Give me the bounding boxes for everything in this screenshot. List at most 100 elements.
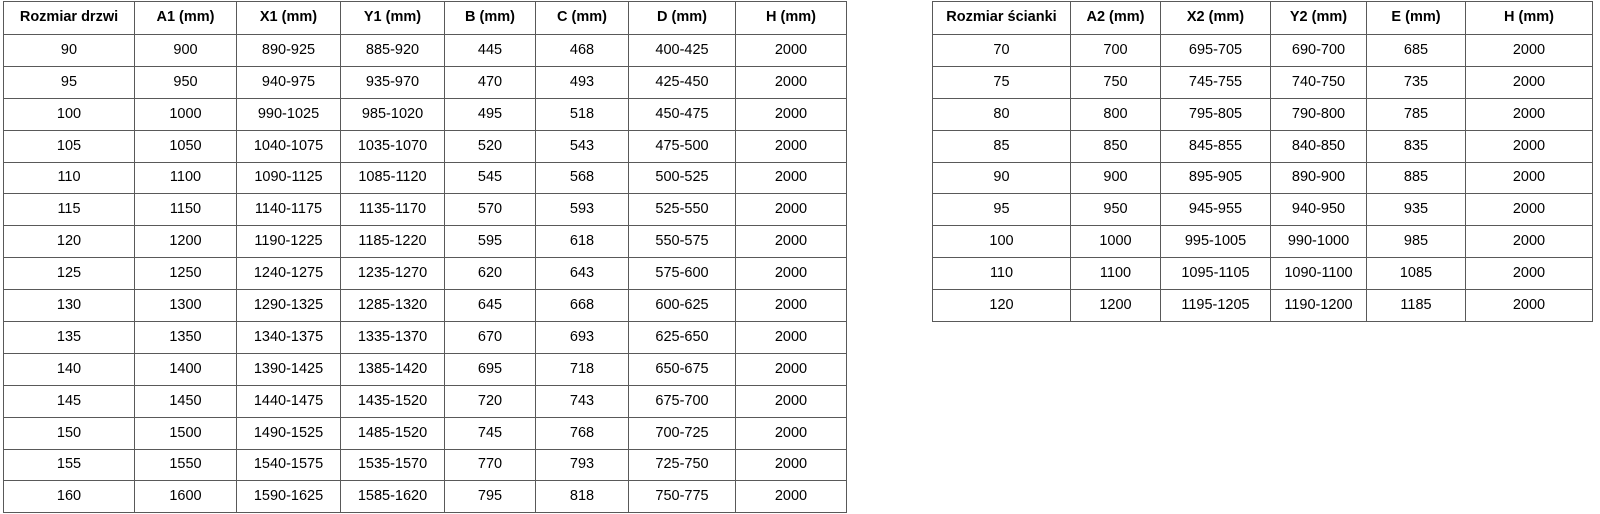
door-column-header-4: B (mm) [444, 1, 536, 35]
door-cell-r12-c1: 1500 [134, 416, 237, 450]
door-cell-r1-c6: 425-450 [628, 65, 736, 99]
door-cell-r7-c0: 125 [3, 257, 135, 291]
wall-cell-r4-c4: 885 [1366, 161, 1466, 195]
table-row: 100 1000 990-1025 985-1020 495 518 450-475 2000 [3, 97, 847, 131]
door-cell-r0-c3: 885-920 [340, 34, 445, 67]
door-cell-r2-c5: 518 [535, 97, 629, 131]
door-cell-r1-c4: 470 [444, 65, 536, 99]
table-row: 100 1000 995-1005 990-1000 985 2000 [932, 225, 1593, 259]
door-cell-r12-c5: 768 [535, 416, 629, 450]
door-cell-r14-c6: 750-775 [628, 480, 736, 514]
door-column-header-0: Rozmiar drzwi [3, 1, 135, 35]
table-row: 160 1600 1590-1625 1585-1620 795 818 750-775 20… [3, 480, 847, 514]
wall-cell-r8-c3: 1190-1200 [1270, 289, 1367, 323]
door-cell-r4-c1: 1100 [134, 161, 237, 195]
wall-cell-r0-c3: 690-700 [1270, 34, 1367, 67]
door-cell-r8-c0: 130 [3, 289, 135, 323]
wall-cell-r0-c5: 2000 [1465, 34, 1593, 67]
door-cell-r13-c3: 1535-1570 [340, 448, 445, 482]
wall-cell-r7-c1: 1100 [1070, 257, 1161, 291]
door-cell-r0-c2: 890-925 [236, 34, 341, 67]
door-cell-r7-c7: 2000 [735, 257, 847, 291]
wall-cell-r6-c1: 1000 [1070, 225, 1161, 259]
table-row: 90 900 890-925 885-920 445 468 400-425 2000 [3, 34, 847, 67]
wall-column-header-4: E (mm) [1366, 1, 1466, 35]
door-cell-r2-c1: 1000 [134, 97, 237, 131]
door-cell-r14-c5: 818 [535, 480, 629, 514]
wall-cell-r4-c3: 890-900 [1270, 161, 1367, 195]
wall-cell-r2-c3: 790-800 [1270, 97, 1367, 131]
wall-column-header-0: Rozmiar ścianki [932, 1, 1071, 35]
door-cell-r5-c2: 1140-1175 [236, 193, 341, 227]
door-cell-r1-c1: 950 [134, 65, 237, 99]
door-column-header-2: X1 (mm) [236, 1, 341, 35]
door-cell-r2-c4: 495 [444, 97, 536, 131]
door-cell-r8-c6: 600-625 [628, 289, 736, 323]
door-cell-r14-c7: 2000 [735, 480, 847, 514]
door-column-header-6: D (mm) [628, 1, 736, 35]
wall-cell-r5-c5: 2000 [1465, 193, 1593, 227]
door-cell-r9-c6: 625-650 [628, 321, 736, 354]
wall-cell-r2-c2: 795-805 [1160, 97, 1271, 131]
wall-cell-r4-c0: 90 [932, 161, 1071, 195]
door-cell-r1-c5: 493 [535, 65, 629, 99]
door-cell-r5-c1: 1150 [134, 193, 237, 227]
door-cell-r14-c2: 1590-1625 [236, 480, 341, 514]
door-cell-r8-c4: 645 [444, 289, 536, 323]
door-cell-r0-c5: 468 [535, 34, 629, 67]
wall-cell-r0-c0: 70 [932, 34, 1071, 67]
door-column-header-5: C (mm) [535, 1, 629, 35]
door-cell-r3-c7: 2000 [735, 129, 847, 163]
door-table-body: 90 900 890-925 885-920 445 468 400-425 2000 95 95… [3, 34, 847, 514]
door-cell-r9-c1: 1350 [134, 321, 237, 354]
door-cell-r6-c1: 1200 [134, 225, 237, 259]
table-row: 125 1250 1240-1275 1235-1270 620 643 575-600 20… [3, 257, 847, 291]
door-cell-r11-c3: 1435-1520 [340, 384, 445, 418]
door-column-header-3: Y1 (mm) [340, 1, 445, 35]
door-cell-r13-c1: 1550 [134, 448, 237, 482]
door-cell-r10-c7: 2000 [735, 352, 847, 386]
door-cell-r1-c2: 940-975 [236, 65, 341, 99]
wall-cell-r4-c2: 895-905 [1160, 161, 1271, 195]
wall-cell-r6-c3: 990-1000 [1270, 225, 1367, 259]
wall-cell-r5-c2: 945-955 [1160, 193, 1271, 227]
door-cell-r0-c4: 445 [444, 34, 536, 67]
wall-panel-size-table: Rozmiar ścianki A2 (mm) X2 (mm) Y2 (mm) E (m… [932, 1, 1593, 323]
table-row: 115 1150 1140-1175 1135-1170 570 593 525-550 20… [3, 193, 847, 227]
wall-cell-r3-c5: 2000 [1465, 129, 1593, 163]
wall-cell-r2-c0: 80 [932, 97, 1071, 131]
door-cell-r5-c0: 115 [3, 193, 135, 227]
door-cell-r14-c1: 1600 [134, 480, 237, 514]
door-cell-r2-c6: 450-475 [628, 97, 736, 131]
door-cell-r13-c7: 2000 [735, 448, 847, 482]
door-cell-r4-c7: 2000 [735, 161, 847, 195]
door-cell-r6-c0: 120 [3, 225, 135, 259]
wall-cell-r1-c5: 2000 [1465, 65, 1593, 99]
table-row: 150 1500 1490-1525 1485-1520 745 768 700-725 20… [3, 416, 847, 450]
wall-cell-r6-c4: 985 [1366, 225, 1466, 259]
table-row: 145 1450 1440-1475 1435-1520 720 743 675-700 20… [3, 384, 847, 418]
door-cell-r2-c2: 990-1025 [236, 97, 341, 131]
door-cell-r12-c2: 1490-1525 [236, 416, 341, 450]
table-row: 95 950 940-975 935-970 470 493 425-450 2000 [3, 65, 847, 99]
wall-cell-r4-c1: 900 [1070, 161, 1161, 195]
door-cell-r0-c6: 400-425 [628, 34, 736, 67]
table-row: 90 900 895-905 890-900 885 2000 [932, 161, 1593, 195]
door-cell-r6-c6: 550-575 [628, 225, 736, 259]
door-cell-r3-c4: 520 [444, 129, 536, 163]
door-cell-r1-c0: 95 [3, 65, 135, 99]
table-row: 85 850 845-855 840-850 835 2000 [932, 129, 1593, 163]
door-column-header-1: A1 (mm) [134, 1, 237, 35]
door-cell-r1-c3: 935-970 [340, 65, 445, 99]
wall-cell-r6-c0: 100 [932, 225, 1071, 259]
door-cell-r14-c4: 795 [444, 480, 536, 514]
door-cell-r11-c1: 1450 [134, 384, 237, 418]
door-cell-r7-c5: 643 [535, 257, 629, 291]
door-cell-r10-c0: 140 [3, 352, 135, 386]
wall-cell-r2-c1: 800 [1070, 97, 1161, 131]
door-cell-r9-c2: 1340-1375 [236, 321, 341, 354]
door-cell-r8-c1: 1300 [134, 289, 237, 323]
door-cell-r9-c7: 2000 [735, 321, 847, 354]
door-cell-r11-c2: 1440-1475 [236, 384, 341, 418]
